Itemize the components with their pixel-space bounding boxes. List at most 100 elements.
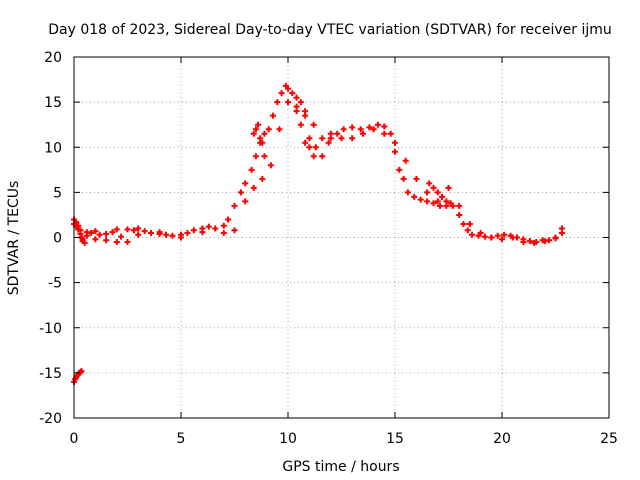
data-point	[270, 112, 277, 119]
data-point	[402, 157, 409, 164]
data-point	[426, 180, 433, 187]
data-point	[310, 121, 317, 128]
x-tick-label: 25	[600, 431, 618, 447]
data-point	[231, 227, 238, 234]
data-point	[445, 184, 452, 191]
data-point	[488, 234, 495, 241]
data-point	[79, 236, 86, 243]
data-point	[274, 99, 281, 106]
data-point	[163, 231, 170, 238]
data-point	[257, 135, 264, 142]
x-tick-label: 20	[493, 431, 511, 447]
data-point	[250, 130, 257, 137]
data-point	[289, 90, 296, 97]
data-point	[190, 227, 197, 234]
data-point	[306, 135, 313, 142]
data-point	[396, 166, 403, 173]
data-point	[220, 229, 227, 236]
x-tick-label: 10	[279, 431, 297, 447]
data-point	[220, 222, 227, 229]
data-point	[81, 239, 88, 246]
data-point	[293, 108, 300, 115]
data-point	[77, 227, 84, 234]
data-point	[267, 162, 274, 169]
data-point	[310, 153, 317, 160]
data-point	[334, 130, 341, 137]
data-point	[417, 196, 424, 203]
data-point	[430, 200, 437, 207]
data-point	[424, 189, 431, 196]
data-point	[156, 229, 163, 236]
x-axis-label: GPS time / hours	[282, 459, 399, 475]
y-tick-label: 0	[53, 231, 62, 247]
data-point	[261, 153, 268, 160]
data-point	[169, 232, 176, 239]
data-point	[297, 121, 304, 128]
data-point	[135, 225, 142, 232]
data-point	[259, 139, 266, 146]
data-point	[237, 189, 244, 196]
y-tick-label: 5	[53, 185, 62, 201]
data-point	[250, 184, 257, 191]
data-point	[424, 198, 431, 205]
data-point	[252, 153, 259, 160]
data-point	[124, 226, 131, 233]
data-point	[400, 175, 407, 182]
data-point	[430, 184, 437, 191]
y-tick-label: -15	[39, 366, 62, 382]
data-point	[359, 130, 366, 137]
data-point	[225, 216, 232, 223]
data-point	[340, 126, 347, 133]
y-axis-label: SDTVAR / TECUs	[6, 181, 22, 296]
data-point	[541, 238, 548, 245]
data-point	[392, 139, 398, 146]
data-point	[338, 135, 345, 142]
data-point	[285, 85, 291, 92]
data-point	[265, 126, 272, 133]
data-point	[259, 175, 266, 182]
data-point	[302, 112, 309, 119]
data-point	[302, 139, 309, 146]
data-point	[413, 175, 420, 182]
data-point	[92, 236, 99, 243]
data-point	[366, 124, 373, 131]
y-tick-label: -20	[39, 411, 62, 427]
y-tick-label: 10	[44, 140, 62, 156]
data-point	[509, 234, 516, 241]
data-point	[276, 126, 283, 133]
data-point	[466, 220, 473, 227]
data-point	[293, 94, 300, 101]
data-point	[312, 144, 319, 151]
data-point	[130, 227, 137, 234]
data-point	[357, 126, 364, 133]
y-tick-label: -5	[48, 276, 62, 292]
data-point	[75, 222, 82, 229]
y-tick-label: 20	[44, 50, 62, 66]
data-point	[113, 226, 120, 233]
data-point	[285, 99, 291, 106]
data-point	[118, 233, 125, 240]
data-point	[184, 229, 191, 236]
data-point	[434, 198, 441, 205]
data-point	[325, 139, 332, 146]
x-tick-label: 5	[177, 431, 186, 447]
data-point	[387, 130, 394, 137]
data-point	[456, 211, 463, 218]
data-point	[297, 99, 304, 106]
x-tick-label: 0	[70, 431, 79, 447]
data-point	[477, 229, 484, 236]
data-point	[552, 234, 559, 241]
data-point	[199, 229, 206, 236]
data-point	[501, 231, 508, 238]
data-point	[481, 233, 488, 240]
data-point	[434, 189, 441, 196]
data-point	[456, 202, 463, 209]
data-point	[212, 225, 219, 232]
data-point	[248, 166, 255, 173]
data-point	[141, 228, 148, 235]
data-point	[436, 202, 443, 209]
data-point	[252, 126, 259, 133]
data-point	[306, 144, 313, 151]
data-point	[255, 121, 262, 128]
data-point	[78, 368, 85, 375]
